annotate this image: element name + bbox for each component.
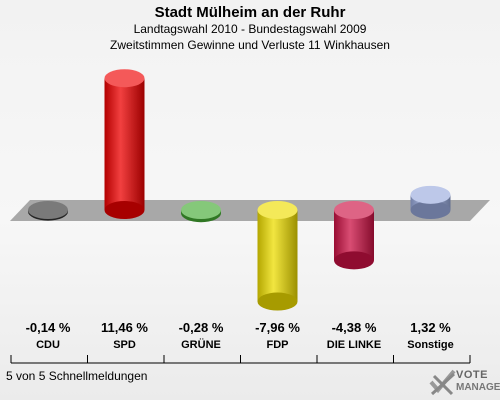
bar-grüne [181,201,221,223]
footer-status: 5 von 5 Schnellmeldungen [6,369,148,383]
category-label: Sonstige [407,339,454,351]
chart-subtitle-district: Zweitstimmen Gewinne und Verluste 11 Win… [110,38,390,52]
bar-sonstige [410,185,451,219]
value-label: -4,38 % [331,320,377,335]
category-label: SPD [113,339,136,351]
bar-spd [104,69,145,219]
value-label: -0,14 % [25,320,71,335]
value-label: 11,46 % [101,320,148,335]
vote-manager-logo: VOTE MANAGER [428,366,500,398]
bar-fdp [257,201,298,311]
category-label: CDU [36,339,60,351]
bar-cdu [28,201,68,221]
logo-line2: MANAGER [456,382,500,393]
value-label: -0,28 % [178,320,224,335]
category-label: FDP [266,339,289,351]
logo-line1: VOTE [456,369,488,381]
value-label: 1,32 % [410,320,451,335]
value-label: -7,96 % [255,320,300,335]
bar-die-linke [334,201,374,270]
chart-subtitle-election: Landtagswahl 2010 - Bundestagswahl 2009 [133,22,367,36]
check-x-logo-icon [429,369,456,396]
chart-title: Stadt Mülheim an der Ruhr [154,4,346,21]
category-label: DIE LINKE [326,339,382,351]
category-label: GRÜNE [181,339,221,351]
